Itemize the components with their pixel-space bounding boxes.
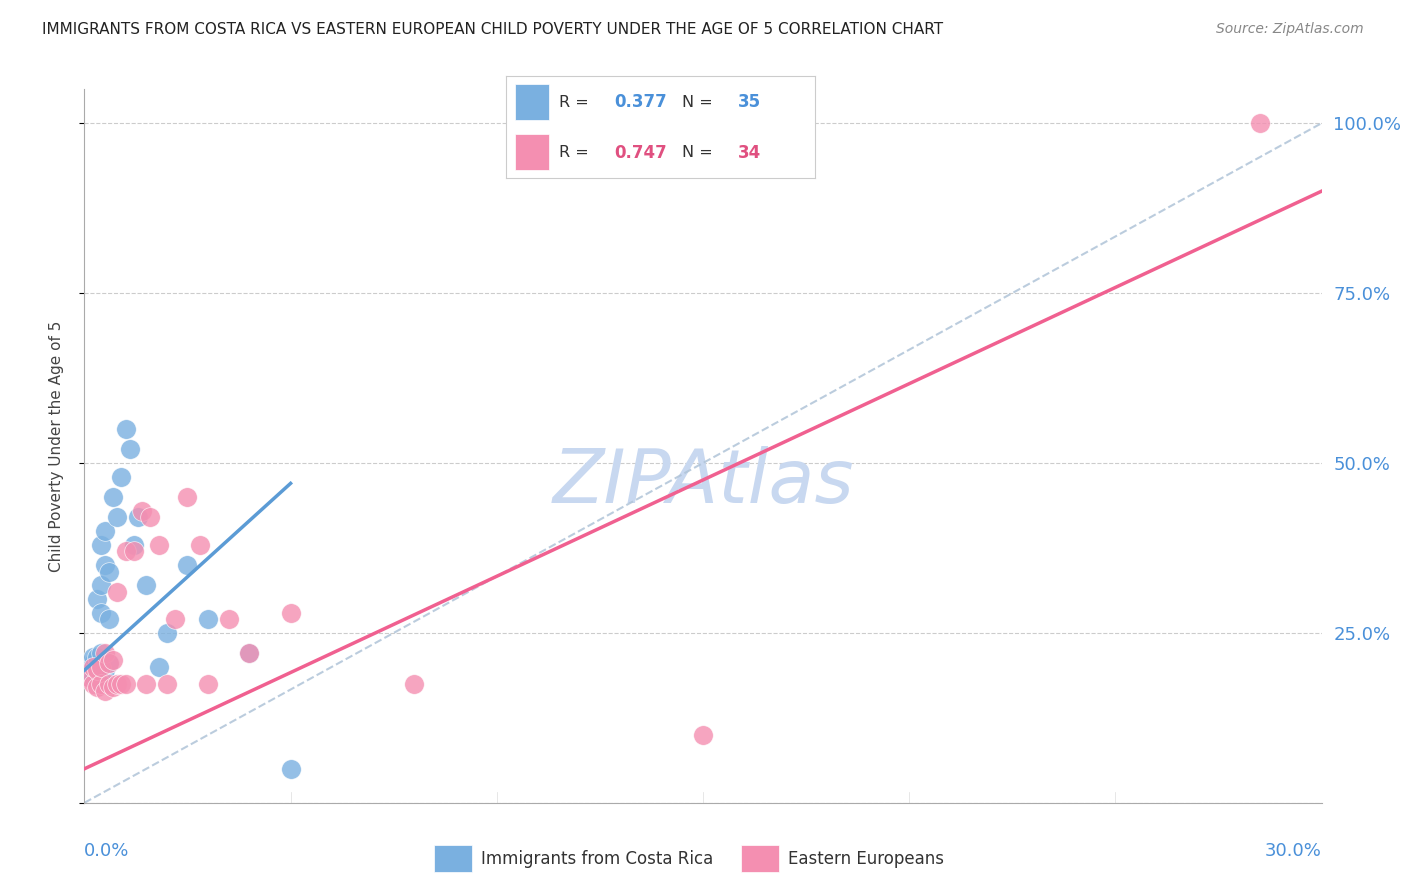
Point	[90, 677, 112, 691]
Point	[82, 677, 104, 691]
Bar	[433, 846, 472, 872]
Point	[1249, 116, 1271, 130]
Point	[86, 649, 108, 664]
Point	[86, 591, 108, 606]
Point	[94, 558, 117, 572]
Bar	[516, 135, 550, 170]
Point	[127, 510, 149, 524]
Point	[197, 677, 219, 691]
Point	[82, 649, 104, 664]
Text: 34: 34	[738, 144, 762, 161]
Point	[90, 660, 112, 674]
Point	[110, 677, 132, 691]
Point	[156, 626, 179, 640]
Point	[122, 537, 145, 551]
Point	[131, 503, 153, 517]
Point	[90, 606, 112, 620]
Point	[114, 422, 136, 436]
Text: Source: ZipAtlas.com: Source: ZipAtlas.com	[1216, 22, 1364, 37]
Point	[77, 670, 100, 684]
Point	[103, 490, 125, 504]
Point	[135, 578, 157, 592]
Point	[77, 663, 100, 677]
Text: 0.747: 0.747	[614, 144, 668, 161]
Point	[110, 469, 132, 483]
Point	[139, 510, 162, 524]
Text: 30.0%: 30.0%	[1265, 842, 1322, 860]
Point	[98, 657, 121, 671]
Point	[86, 663, 108, 677]
Point	[82, 670, 104, 684]
Bar	[516, 84, 550, 120]
Point	[94, 683, 117, 698]
Point	[82, 660, 104, 674]
Point	[94, 663, 117, 677]
Point	[90, 537, 112, 551]
Point	[103, 680, 125, 694]
Point	[148, 660, 170, 674]
Point	[86, 660, 108, 674]
Text: N =: N =	[682, 95, 718, 110]
Text: 0.0%: 0.0%	[84, 842, 129, 860]
Point	[98, 657, 121, 671]
Point	[280, 762, 302, 776]
Point	[135, 677, 157, 691]
Point	[122, 544, 145, 558]
Point	[118, 442, 141, 457]
Point	[82, 657, 104, 671]
Point	[197, 612, 219, 626]
Text: IMMIGRANTS FROM COSTA RICA VS EASTERN EUROPEAN CHILD POVERTY UNDER THE AGE OF 5 : IMMIGRANTS FROM COSTA RICA VS EASTERN EU…	[42, 22, 943, 37]
Point	[105, 585, 128, 599]
Point	[77, 670, 100, 684]
Text: R =: R =	[558, 145, 593, 161]
Text: N =: N =	[682, 145, 718, 161]
Point	[176, 490, 198, 504]
Point	[86, 680, 108, 694]
Point	[165, 612, 187, 626]
Point	[82, 660, 104, 674]
Point	[90, 646, 112, 660]
Point	[404, 677, 426, 691]
Point	[238, 646, 260, 660]
Point	[86, 673, 108, 688]
Text: Immigrants from Costa Rica: Immigrants from Costa Rica	[481, 849, 713, 868]
Text: Eastern Europeans: Eastern Europeans	[787, 849, 943, 868]
Point	[692, 728, 714, 742]
Point	[105, 510, 128, 524]
Text: ZIPAtlas: ZIPAtlas	[553, 446, 853, 517]
Text: 0.377: 0.377	[614, 94, 668, 112]
Point	[90, 578, 112, 592]
Point	[156, 677, 179, 691]
Point	[114, 544, 136, 558]
Point	[280, 606, 302, 620]
Point	[98, 565, 121, 579]
Point	[98, 612, 121, 626]
Point	[188, 537, 211, 551]
Point	[94, 524, 117, 538]
Point	[94, 646, 117, 660]
Point	[98, 677, 121, 691]
Point	[105, 677, 128, 691]
Point	[148, 537, 170, 551]
Point	[114, 677, 136, 691]
Text: R =: R =	[558, 95, 593, 110]
Point	[218, 612, 240, 626]
Bar	[741, 846, 779, 872]
Point	[86, 666, 108, 681]
Y-axis label: Child Poverty Under the Age of 5: Child Poverty Under the Age of 5	[49, 320, 63, 572]
Point	[176, 558, 198, 572]
Text: 35: 35	[738, 94, 761, 112]
Point	[103, 653, 125, 667]
Point	[238, 646, 260, 660]
